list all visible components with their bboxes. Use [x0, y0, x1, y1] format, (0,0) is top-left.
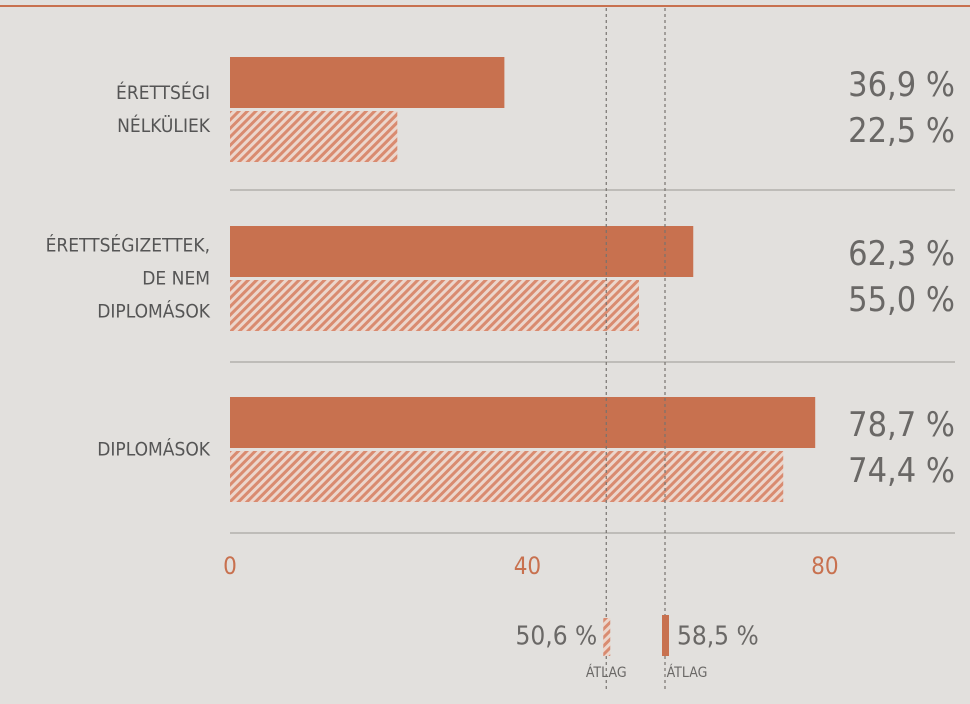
- value-label: 74,4 %: [848, 451, 955, 491]
- x-tick-label: 40: [514, 552, 541, 580]
- category-label: DIPLOMÁSOK: [97, 437, 211, 460]
- value-label: 78,7 %: [848, 405, 955, 445]
- bar: [230, 111, 398, 162]
- bar: [230, 397, 816, 448]
- average-caption: ÁTLAG: [667, 664, 708, 681]
- bar: [230, 57, 505, 108]
- value-label: 55,0 %: [848, 280, 955, 320]
- value-label: 62,3 %: [848, 234, 955, 274]
- average-label: 58,5 %: [677, 622, 759, 652]
- x-tick-label: 0: [223, 552, 237, 580]
- x-tick-label: 80: [811, 552, 838, 580]
- value-label: 22,5 %: [848, 111, 955, 151]
- bar: [230, 451, 784, 502]
- category-label: ÉRETTSÉGI NÉLKÜLIEK: [116, 81, 211, 137]
- bar: [230, 226, 694, 277]
- category-label: ÉRETTSÉGIZETTEK, DE NEM DIPLOMÁSOK: [46, 233, 211, 322]
- bar: [230, 280, 639, 331]
- average-swatch: [603, 618, 611, 656]
- average-label: 50,6 %: [516, 622, 598, 652]
- average-caption: ÁTLAG: [586, 664, 627, 681]
- average-swatch: [662, 615, 669, 656]
- value-label: 36,9 %: [848, 65, 955, 105]
